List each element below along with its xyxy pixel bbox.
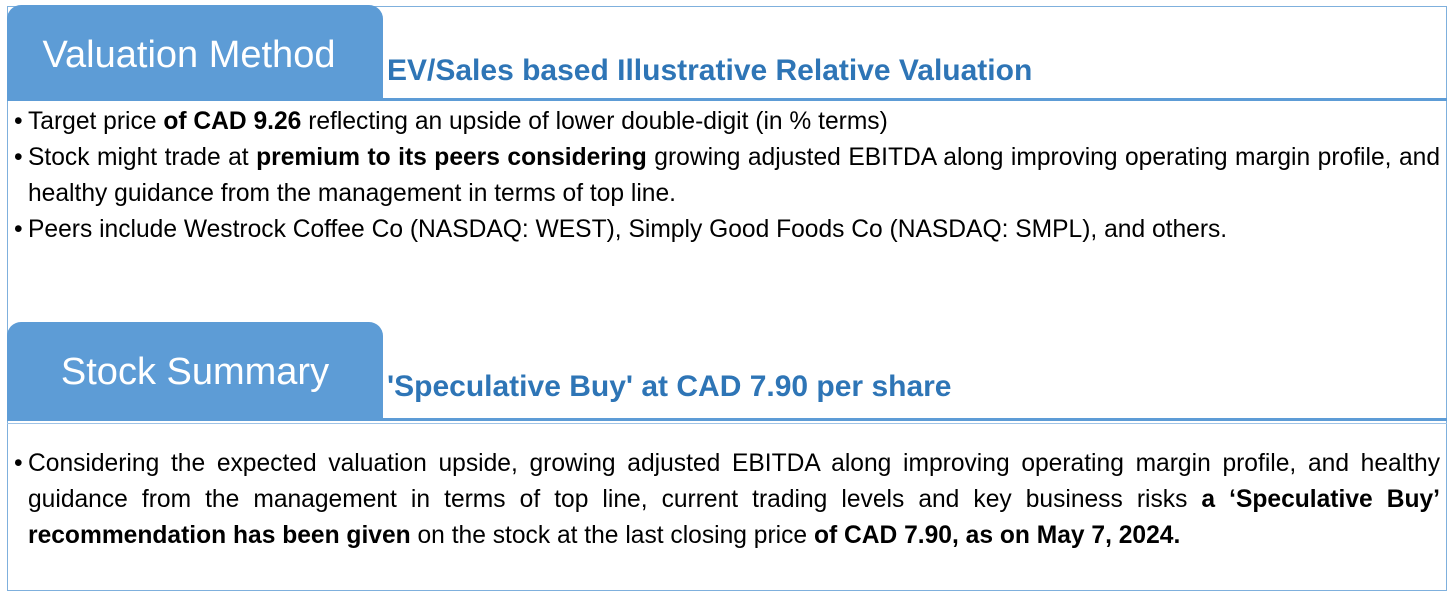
bullet-segment-bold: a ‘Speculative Buy’ recommendation has b… (28, 486, 1441, 549)
bullet-segment: reflecting an upside of lower double-dig… (301, 108, 888, 135)
valuation-method-label: Valuation Method (42, 34, 336, 76)
valuation-bullet-list: • Target price of CAD 9.26 reflecting an… (14, 104, 1440, 248)
list-item: • Peers include Westrock Coffee Co (NASD… (14, 212, 1440, 248)
bullet-text: Considering the expected valuation upsid… (28, 450, 1440, 549)
valuation-method-tab: Valuation Method (7, 5, 383, 101)
bullet-segment: Stock might trade at (28, 144, 257, 171)
content-frame (7, 6, 1447, 591)
list-item: • Stock might trade at premium to its pe… (14, 140, 1440, 212)
bullet-segment: Target price (28, 108, 164, 135)
stock-summary-label: Stock Summary (60, 351, 330, 393)
bullet-segment-bold: of CAD 9.26 (163, 108, 302, 135)
bullet-text: Peers include Westrock Coffee Co (NASDAQ… (28, 216, 1227, 243)
bullet-dot: • (14, 144, 23, 171)
stock-summary-subtitle: 'Speculative Buy' at CAD 7.90 per share (387, 370, 952, 403)
bullet-segment: Considering the expected valuation upsid… (28, 450, 1440, 513)
bullet-segment: growing adjusted EBITDA along improving … (28, 144, 1440, 207)
bullet-segment-bold: premium to its peers considering (256, 144, 647, 171)
section-divider (7, 418, 1447, 421)
stock-summary-tab: Stock Summary (7, 322, 383, 420)
section-divider-thin (7, 423, 1447, 424)
section-divider (7, 98, 1447, 101)
list-item: • Considering the expected valuation ups… (14, 446, 1440, 554)
bullet-dot: • (14, 108, 23, 135)
bullet-segment: on the stock at the last closing price (410, 522, 814, 549)
list-item: • Target price of CAD 9.26 reflecting an… (14, 104, 1440, 140)
bullet-segment: Peers include Westrock Coffee Co (NASDAQ… (28, 216, 1228, 243)
valuation-subtitle: EV/Sales based Illustrative Relative Val… (387, 54, 1033, 87)
bullet-dot: • (14, 450, 23, 477)
bullet-text: Stock might trade at premium to its peer… (28, 144, 1440, 207)
summary-bullet-list: • Considering the expected valuation ups… (14, 446, 1440, 554)
bullet-segment-bold: of CAD 7.90, as on May 7, 2024. (813, 522, 1181, 549)
bullet-text: Target price of CAD 9.26 reflecting an u… (28, 108, 888, 135)
bullet-dot: • (14, 216, 23, 243)
